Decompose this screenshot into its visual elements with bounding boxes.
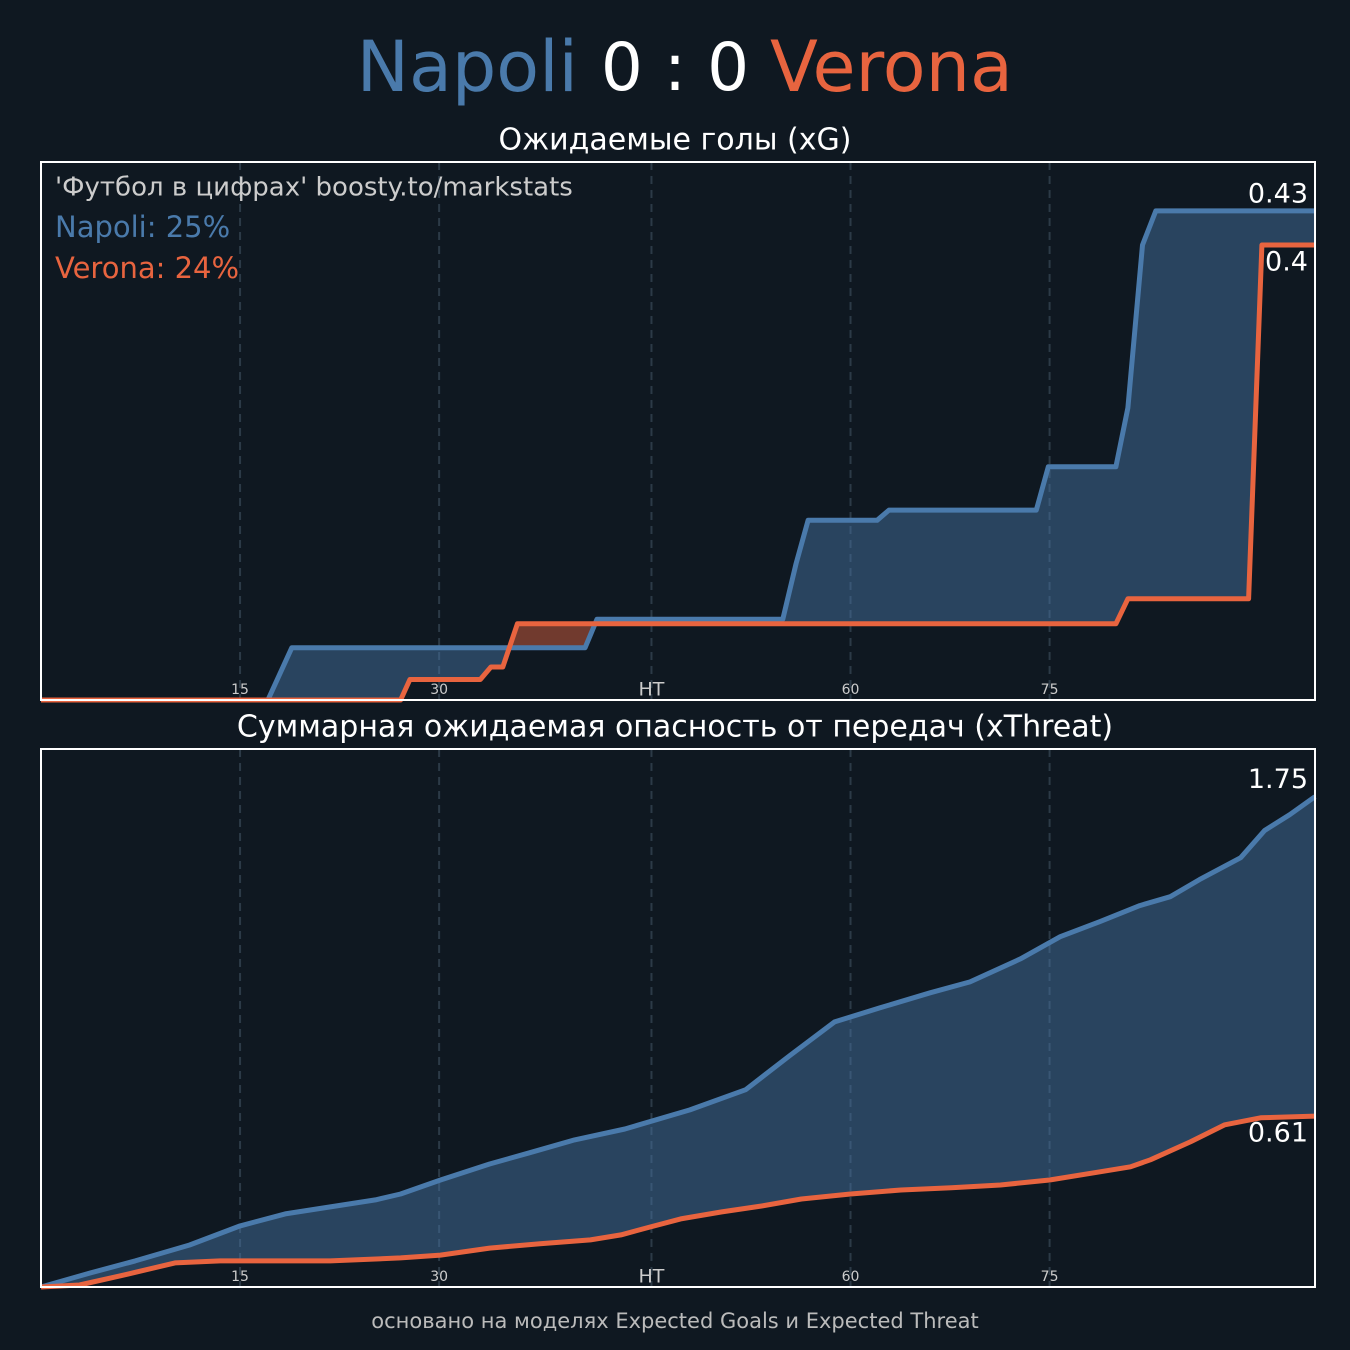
annotation: Verona: 24%	[55, 251, 239, 285]
x-tick-label: HT	[639, 1266, 665, 1288]
x-tick-label: 75	[1041, 682, 1059, 698]
home-team: Napoli	[357, 26, 578, 108]
series-line	[41, 242, 1315, 703]
series-line	[40, 794, 1317, 1290]
footer: основано на моделях Expected Goals и Exp…	[371, 1309, 978, 1333]
plot-frame	[40, 161, 1316, 701]
x-tick-label: 15	[231, 1269, 249, 1285]
end-value-label: 0.4	[1265, 247, 1308, 278]
end-value-label: 1.75	[1248, 764, 1308, 795]
away-team: Verona	[770, 26, 1013, 108]
x-tick-label: 15	[231, 682, 249, 698]
series-line	[40, 1113, 1316, 1290]
x-tick-label: 60	[842, 1269, 860, 1285]
series-line	[41, 208, 1315, 703]
x-tick-label: 30	[430, 1269, 448, 1285]
x-tick-label: 60	[842, 682, 860, 698]
x-tick-label: 30	[430, 682, 448, 698]
x-tick-label: HT	[639, 679, 665, 701]
area-fill	[41, 796, 1315, 1287]
chart-title: Ожидаемые голы (xG)	[499, 123, 852, 158]
x-tick-label: 75	[1041, 1269, 1059, 1285]
end-value-label: 0.61	[1248, 1118, 1308, 1149]
plot-frame	[40, 748, 1316, 1288]
score: 0 : 0	[601, 29, 749, 106]
area-fill	[41, 210, 1315, 700]
end-value-label: 0.43	[1248, 178, 1308, 209]
chart-title: Суммарная ожидаемая опасность от передач…	[237, 710, 1113, 745]
annotation: Napoli: 25%	[55, 210, 230, 244]
annotation: 'Футбол в цифрах' boosty.to/markstats	[55, 173, 573, 203]
